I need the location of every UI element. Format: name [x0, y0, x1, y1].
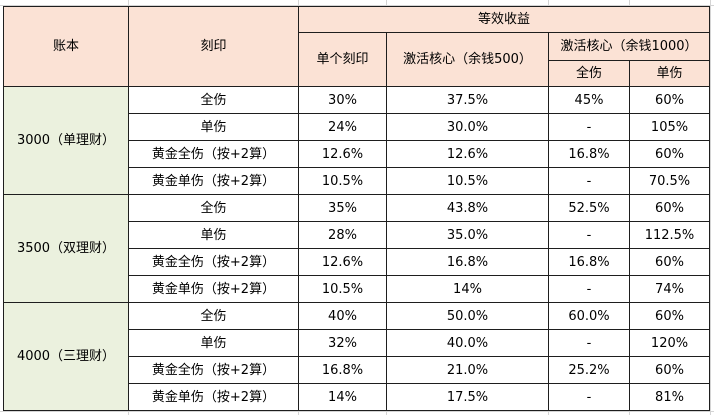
imprint-cell[interactable]: 单伤 — [128, 221, 299, 249]
gridline — [0, 5, 714, 6]
group-label[interactable]: 3000（单理财） — [3, 86, 129, 195]
imprint-cell[interactable]: 黄金单伤（按+2算） — [128, 275, 299, 303]
core500-cell[interactable]: 16.8% — [386, 248, 549, 276]
core1000-full-cell[interactable]: 60.0% — [548, 302, 630, 330]
core1000-single-cell[interactable]: 120% — [628, 329, 711, 357]
core500-cell[interactable]: 35.0% — [386, 221, 549, 249]
core1000-full-cell[interactable]: - — [548, 383, 630, 411]
single-imprint-cell[interactable]: 12.6% — [298, 248, 387, 276]
imprint-cell[interactable]: 黄金全伤（按+2算） — [128, 356, 299, 384]
core1000-single-cell[interactable]: 60% — [628, 140, 711, 168]
core1000-single-cell[interactable]: 112.5% — [628, 221, 711, 249]
single-imprint-cell[interactable]: 40% — [298, 302, 387, 330]
header-imprint[interactable]: 刻印 — [128, 6, 299, 87]
core500-cell[interactable]: 30.0% — [386, 113, 549, 141]
single-imprint-cell[interactable]: 10.5% — [298, 275, 387, 303]
imprint-cell[interactable]: 黄金全伤（按+2算） — [128, 140, 299, 168]
core1000-full-cell[interactable]: 45% — [548, 86, 630, 114]
core1000-full-cell[interactable]: 16.8% — [548, 140, 630, 168]
single-imprint-cell[interactable]: 12.6% — [298, 140, 387, 168]
core1000-full-cell[interactable]: 25.2% — [548, 356, 630, 384]
single-imprint-cell[interactable]: 35% — [298, 194, 387, 222]
imprint-cell[interactable]: 单伤 — [128, 113, 299, 141]
single-imprint-cell[interactable]: 32% — [298, 329, 387, 357]
single-imprint-cell[interactable]: 16.8% — [298, 356, 387, 384]
core1000-single-cell[interactable]: 105% — [628, 113, 711, 141]
header-full[interactable]: 全伤 — [548, 60, 630, 87]
single-imprint-cell[interactable]: 30% — [298, 86, 387, 114]
gridline — [710, 0, 711, 415]
core1000-full-cell[interactable]: - — [548, 221, 630, 249]
single-imprint-cell[interactable]: 14% — [298, 383, 387, 411]
core1000-full-cell[interactable]: 52.5% — [548, 194, 630, 222]
core1000-full-cell[interactable]: - — [548, 329, 630, 357]
gridline — [0, 411, 714, 412]
imprint-cell[interactable]: 全伤 — [128, 86, 299, 114]
core500-cell[interactable]: 40.0% — [386, 329, 549, 357]
imprint-cell[interactable]: 黄金全伤（按+2算） — [128, 248, 299, 276]
imprint-cell[interactable]: 单伤 — [128, 329, 299, 357]
header-account[interactable]: 账本 — [3, 6, 129, 87]
group-label[interactable]: 3500（双理财） — [3, 194, 129, 303]
core500-cell[interactable]: 21.0% — [386, 356, 549, 384]
core500-cell[interactable]: 12.6% — [386, 140, 549, 168]
header-benefit[interactable]: 等效收益 — [297, 6, 711, 33]
core1000-full-cell[interactable]: - — [548, 113, 630, 141]
header-core500[interactable]: 激活核心（余钱500） — [386, 32, 549, 87]
single-imprint-cell[interactable]: 24% — [298, 113, 387, 141]
core500-cell[interactable]: 14% — [386, 275, 549, 303]
core1000-single-cell[interactable]: 60% — [628, 248, 711, 276]
header-single-imprint[interactable]: 单个刻印 — [298, 32, 387, 87]
core500-cell[interactable]: 10.5% — [386, 167, 549, 195]
benefit-table: 账本 刻印 等效收益 单个刻印 激活核心（余钱500） 激活核心（余钱1000）… — [3, 6, 711, 411]
header-core1000[interactable]: 激活核心（余钱1000） — [547, 32, 711, 61]
imprint-cell[interactable]: 全伤 — [128, 194, 299, 222]
imprint-cell[interactable]: 黄金单伤（按+2算） — [128, 167, 299, 195]
core1000-single-cell[interactable]: 70.5% — [628, 167, 711, 195]
core1000-single-cell[interactable]: 81% — [628, 383, 711, 411]
core1000-full-cell[interactable]: - — [548, 167, 630, 195]
core500-cell[interactable]: 50.0% — [386, 302, 549, 330]
core1000-full-cell[interactable]: 16.8% — [548, 248, 630, 276]
single-imprint-cell[interactable]: 28% — [298, 221, 387, 249]
imprint-cell[interactable]: 全伤 — [128, 302, 299, 330]
core1000-single-cell[interactable]: 60% — [628, 194, 711, 222]
core500-cell[interactable]: 17.5% — [386, 383, 549, 411]
header-single[interactable]: 单伤 — [628, 60, 711, 87]
core1000-full-cell[interactable]: - — [548, 275, 630, 303]
core1000-single-cell[interactable]: 60% — [628, 86, 711, 114]
core1000-single-cell[interactable]: 60% — [628, 356, 711, 384]
imprint-cell[interactable]: 黄金单伤（按+2算） — [128, 383, 299, 411]
core500-cell[interactable]: 43.8% — [386, 194, 549, 222]
single-imprint-cell[interactable]: 10.5% — [298, 167, 387, 195]
core1000-single-cell[interactable]: 74% — [628, 275, 711, 303]
core1000-single-cell[interactable]: 60% — [628, 302, 711, 330]
core500-cell[interactable]: 37.5% — [386, 86, 549, 114]
group-label[interactable]: 4000（三理财） — [3, 302, 129, 411]
